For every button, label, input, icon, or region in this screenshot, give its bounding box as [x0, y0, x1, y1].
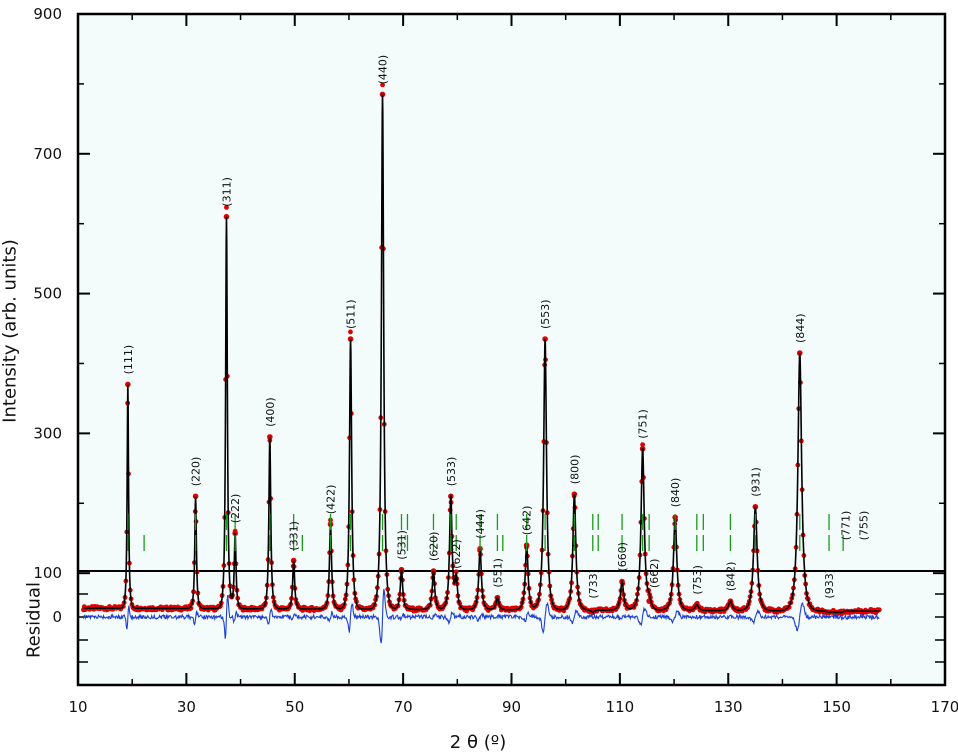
plot-background: [78, 14, 945, 685]
hkl-label: (642): [521, 506, 534, 536]
y-tick-label: 500: [33, 285, 62, 303]
observed-point: [348, 329, 353, 335]
y-tick-label: 300: [33, 424, 62, 442]
hkl-label: (220): [190, 457, 203, 487]
x-tick-label: 70: [394, 698, 413, 716]
hkl-label: (751): [637, 409, 650, 439]
hkl-label: (931): [749, 467, 762, 497]
hkl-label: (440): [377, 55, 390, 85]
hkl-label: (533): [445, 457, 458, 487]
hkl-label: (551): [491, 558, 504, 588]
calculated-profile: [83, 94, 880, 614]
x-tick-label: 50: [285, 698, 304, 716]
hkl-label: (933): [823, 569, 836, 599]
hkl-label: (662): [648, 559, 661, 589]
hkl-label: (222): [229, 494, 242, 524]
residual-tick-label: 0: [52, 608, 62, 626]
hkl-label: (755): [858, 511, 871, 541]
hkl-label: (531): [396, 530, 409, 560]
x-tick-label: 90: [502, 698, 521, 716]
y-tick-label: 700: [33, 145, 62, 163]
hkl-label: (111): [122, 345, 135, 375]
y-tick-label: 900: [33, 5, 62, 23]
hkl-label: (511): [345, 299, 358, 329]
residual-axis-title: Residual: [23, 581, 45, 659]
hkl-label: (311): [221, 177, 234, 207]
hkl-label: (444): [474, 509, 487, 539]
hkl-label: (400): [264, 397, 277, 427]
y-tick-label: 100: [33, 564, 62, 582]
observed-point: [380, 82, 385, 88]
observed-point: [640, 442, 646, 448]
x-tick-label: 170: [931, 698, 958, 716]
plot-frame: [76, 12, 947, 687]
x-tick-label: 30: [177, 698, 196, 716]
x-axis-title: 2 θ (º): [449, 732, 507, 753]
hkl-label: (553): [539, 299, 552, 329]
hkl-label: (844): [794, 313, 807, 343]
hkl-label: (800): [568, 455, 581, 485]
hkl-label: (840): [669, 478, 682, 508]
hkl-label: (422): [325, 485, 338, 515]
observed-point: [224, 205, 229, 210]
x-tick-label: 110: [606, 698, 635, 716]
hkl-label: (331): [288, 521, 301, 551]
hkl-label: (660): [616, 542, 629, 572]
x-tick-label: 10: [68, 698, 87, 716]
hkl-label: (620): [428, 532, 441, 562]
hkl-label: (771): [839, 511, 852, 541]
y-axis-title: Intensity (arb. units): [0, 239, 21, 423]
hkl-label: (622): [450, 539, 463, 569]
observed-point: [453, 569, 459, 575]
hkl-label: (842): [724, 562, 737, 592]
hkl-label: (753): [691, 565, 704, 595]
hkl-label: (733): [587, 569, 600, 599]
x-tick-label: 150: [822, 698, 851, 716]
residual-curve: [82, 588, 880, 644]
x-tick-label: 130: [714, 698, 743, 716]
